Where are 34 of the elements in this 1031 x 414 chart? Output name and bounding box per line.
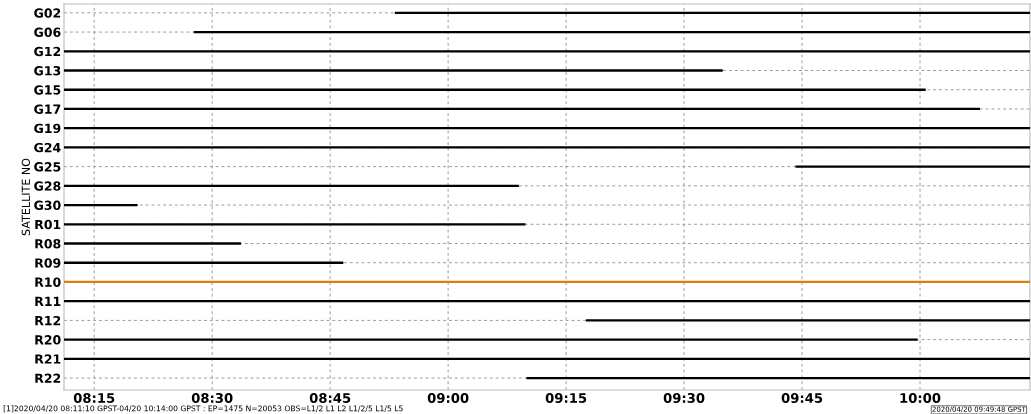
y-tick-label: R20 xyxy=(35,335,61,345)
y-tick-label: G13 xyxy=(34,65,61,76)
x-tick-label: 09:00 xyxy=(427,393,469,403)
bar xyxy=(64,242,241,245)
y-tick-label: R09 xyxy=(35,258,61,268)
y-tick-label: R01 xyxy=(35,219,61,230)
y-tick-label: R12 xyxy=(35,315,61,326)
bar xyxy=(585,319,1030,322)
x-tick-label: 09:30 xyxy=(663,393,705,403)
y-tick-label: R22 xyxy=(35,373,61,383)
y-tick-label: R11 xyxy=(35,296,61,306)
x-tick-label: 09:45 xyxy=(781,393,823,403)
y-tick-label: R08 xyxy=(35,238,61,249)
y-tick-label: R10 xyxy=(35,277,61,287)
y-tick-label: G28 xyxy=(34,181,61,191)
y-tick-label: G17 xyxy=(34,104,61,114)
x-tick-label: 08:30 xyxy=(191,393,233,403)
y-tick-label: R21 xyxy=(35,354,61,364)
y-axis-title: SATELLITE NO xyxy=(21,158,31,236)
bar xyxy=(64,338,918,341)
x-tick-label: 08:45 xyxy=(309,393,351,403)
bar xyxy=(64,69,723,72)
y-tick-label: G24 xyxy=(34,142,61,153)
y-tick-label: G06 xyxy=(34,27,61,37)
y-tick-label: G19 xyxy=(34,123,61,134)
y-tick-label: G15 xyxy=(34,85,61,95)
x-tick-label: 08:15 xyxy=(73,393,115,403)
x-tick-label: 10:00 xyxy=(900,393,941,403)
x-tick-label: 09:15 xyxy=(545,393,587,403)
y-tick-label: G25 xyxy=(34,162,61,172)
y-tick-label: G12 xyxy=(34,46,61,57)
bar xyxy=(795,165,1030,168)
y-tick-label: G30 xyxy=(34,200,61,210)
y-tick-label: G02 xyxy=(34,8,61,18)
